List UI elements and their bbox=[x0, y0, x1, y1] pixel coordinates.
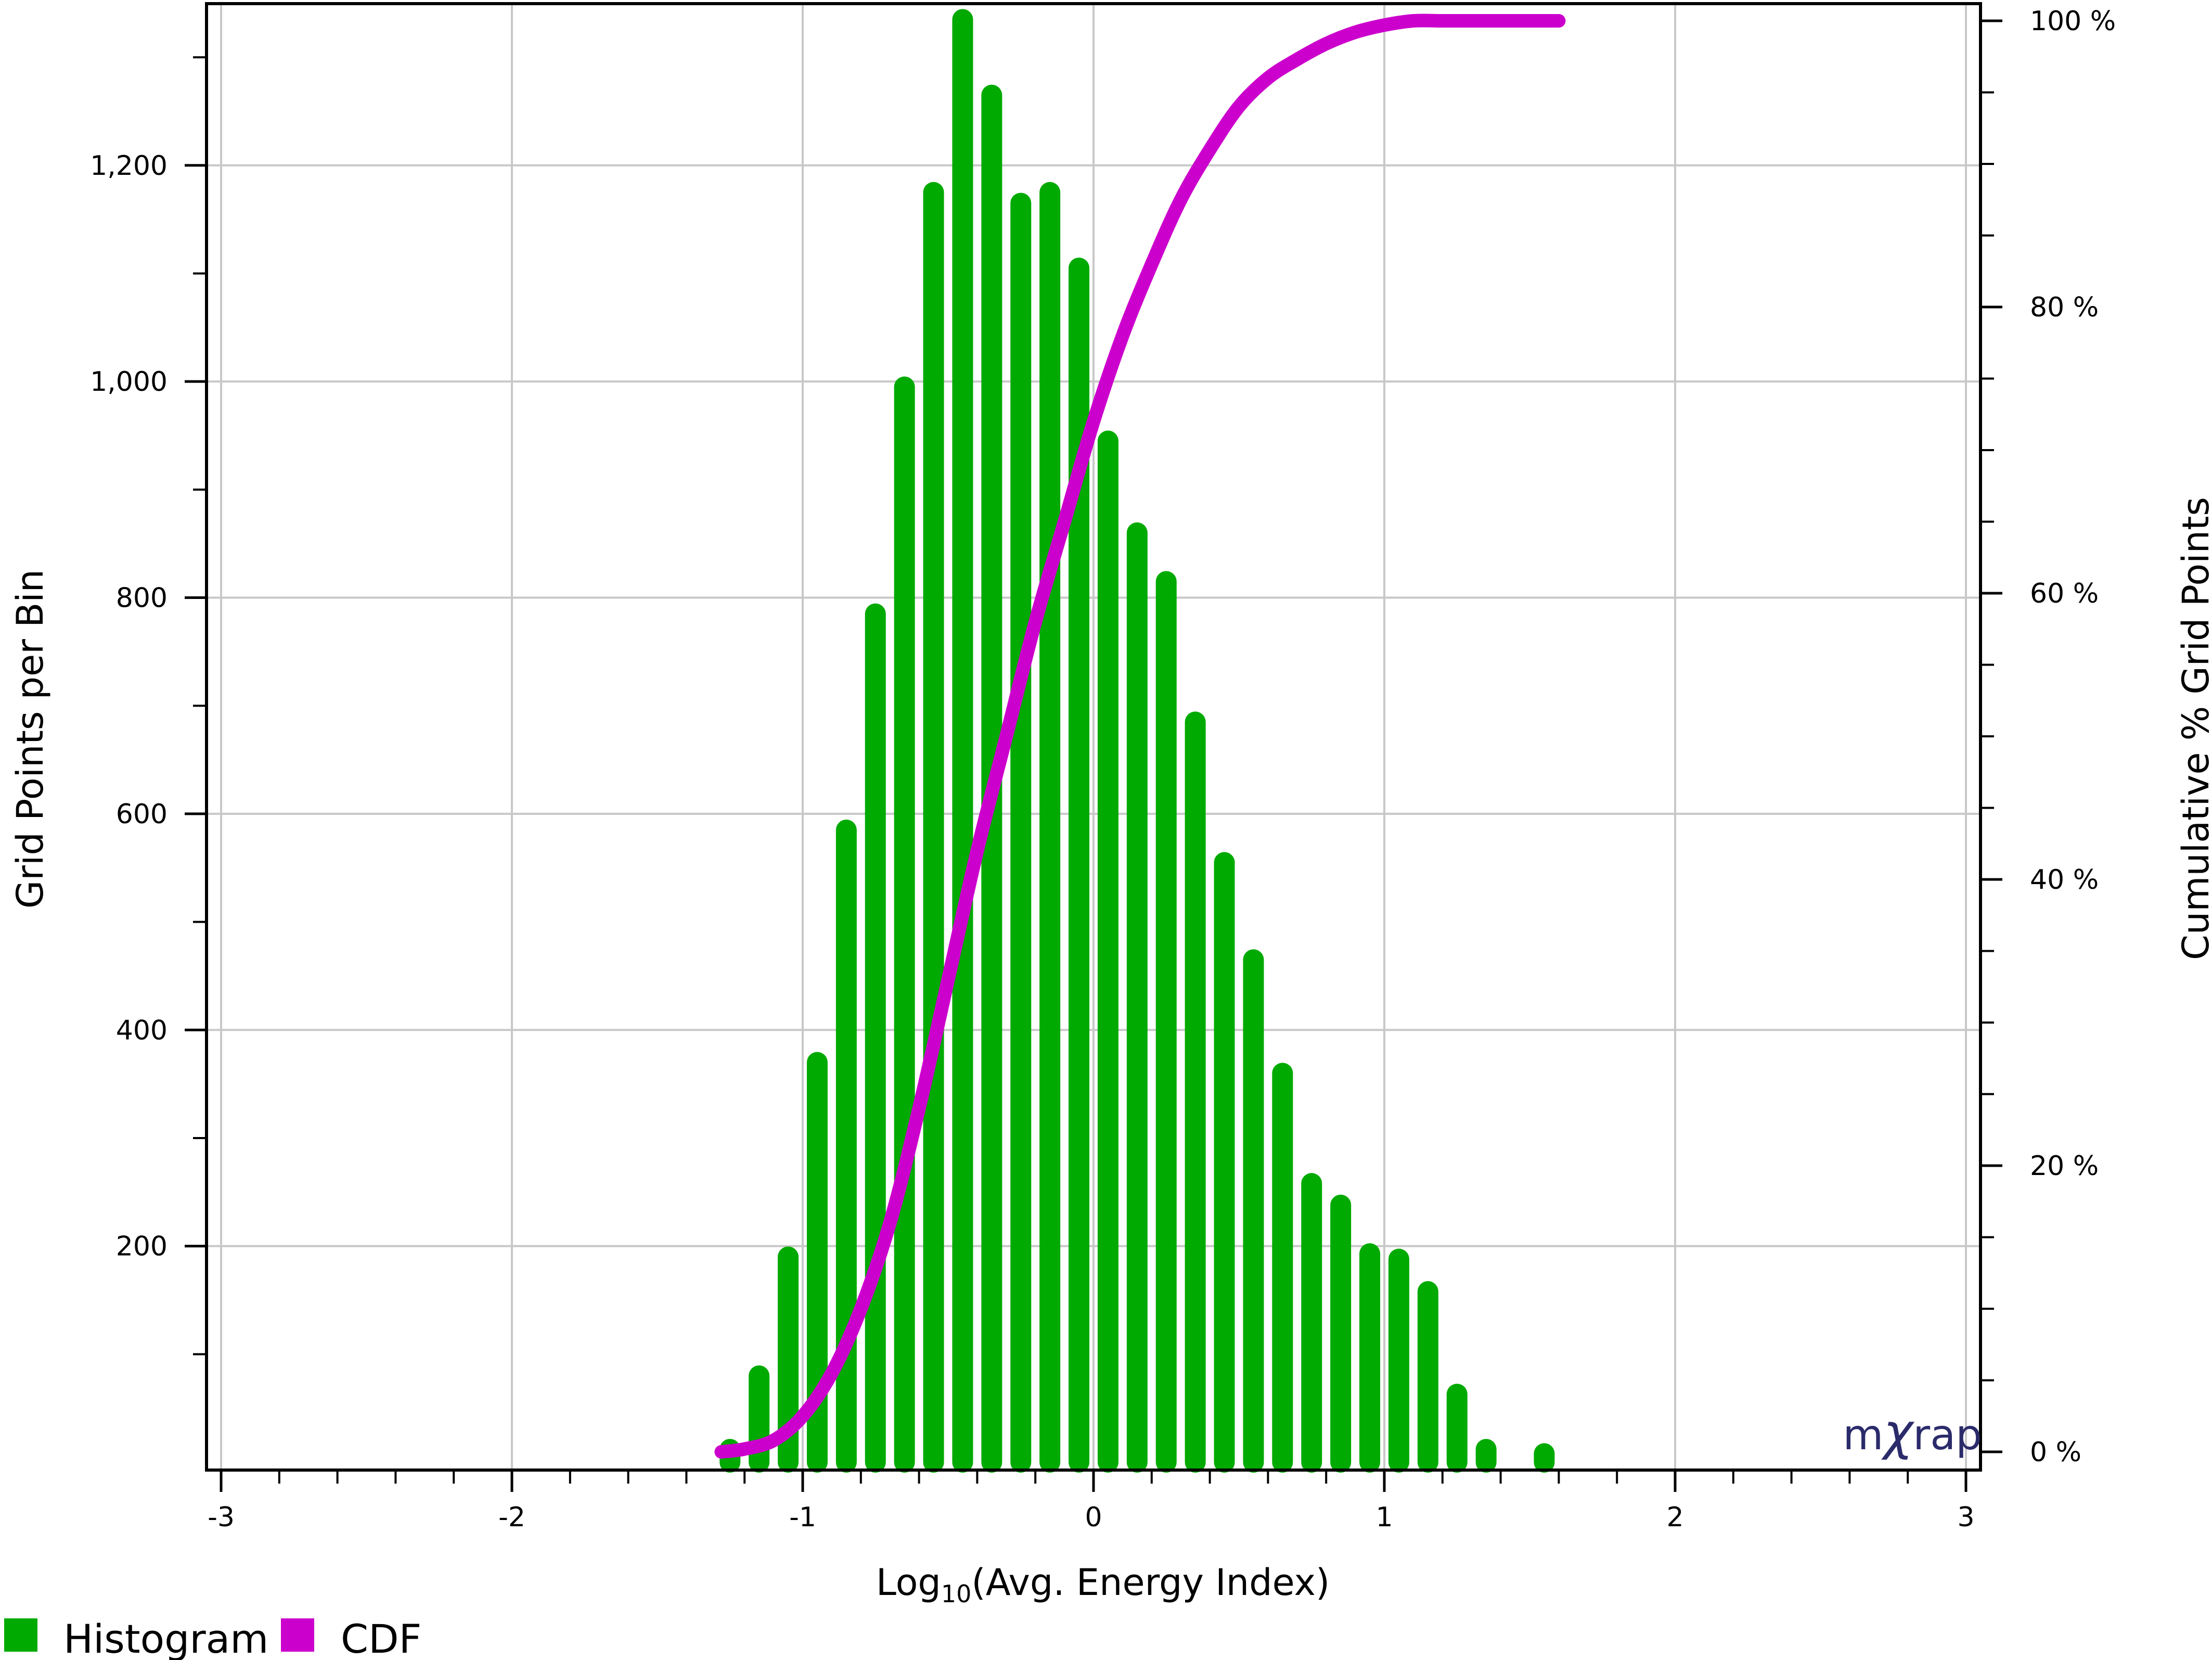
y-right-tick-label: 40 % bbox=[2030, 864, 2099, 896]
legend-item-cdf: CDF bbox=[281, 1616, 421, 1660]
legend-swatch-histogram bbox=[4, 1618, 37, 1652]
x-axis-title-main: Log bbox=[876, 1561, 941, 1604]
x-tick-label: 2 bbox=[1666, 1502, 1683, 1533]
y-left-tick-label: 1,000 bbox=[90, 366, 168, 398]
y-left-tick-label: 200 bbox=[116, 1231, 168, 1262]
svg-text:mχrap: mχrap bbox=[1843, 1403, 1982, 1461]
y-left-tick-label: 400 bbox=[116, 1015, 168, 1046]
x-tick-label: -2 bbox=[498, 1502, 525, 1533]
watermark-rap: rap bbox=[1913, 1411, 1982, 1459]
y-axis-left-title: Grid Points per Bin bbox=[9, 569, 52, 909]
y-right-tick-label: 80 % bbox=[2030, 292, 2099, 323]
x-tick-label: -3 bbox=[208, 1502, 235, 1533]
legend-item-histogram: Histogram bbox=[4, 1616, 268, 1660]
y-axis-right-title: Cumulative % Grid Points bbox=[2175, 497, 2212, 960]
x-tick-label: 0 bbox=[1085, 1502, 1102, 1533]
x-tick-label: -1 bbox=[789, 1502, 816, 1533]
y-right-tick-label: 0 % bbox=[2030, 1437, 2081, 1468]
legend: Histogram CDF bbox=[4, 1616, 421, 1660]
watermark-chi: χ bbox=[1881, 1403, 1914, 1461]
x-tick-label: 1 bbox=[1375, 1502, 1393, 1533]
y-left-tick-label: 800 bbox=[116, 583, 168, 614]
grid bbox=[207, 4, 1980, 1470]
y-axis-left: 200 400 600 800 1,000 1,200 bbox=[90, 56, 207, 1356]
y-left-tick-label: 600 bbox=[116, 799, 168, 830]
x-axis-title: Log10(Avg. Energy Index) bbox=[876, 1561, 1330, 1608]
mxrap-watermark: mχrap bbox=[1843, 1403, 1982, 1461]
x-tick-label: 3 bbox=[1957, 1502, 1974, 1533]
y-left-tick-label: 1,200 bbox=[90, 150, 168, 182]
y-right-tick-label: 20 % bbox=[2030, 1151, 2099, 1182]
x-axis-title-subscript: 10 bbox=[941, 1580, 972, 1608]
legend-label-histogram: Histogram bbox=[63, 1616, 268, 1660]
x-axis-title-rest: (Avg. Energy Index) bbox=[971, 1561, 1330, 1604]
legend-swatch-cdf bbox=[281, 1618, 314, 1652]
cdf-line-group bbox=[714, 14, 1566, 1459]
legend-label-cdf: CDF bbox=[341, 1616, 421, 1660]
cdf-line bbox=[714, 14, 1566, 1459]
watermark-m: m bbox=[1843, 1411, 1884, 1459]
x-axis: -3 -2 -1 0 1 2 3 bbox=[208, 1470, 1975, 1533]
y-right-tick-label: 100 % bbox=[2030, 6, 2116, 37]
y-right-tick-label: 60 % bbox=[2030, 578, 2099, 609]
y-axis-right: 0 % 20 % 40 % 60 % 80 % 100 % bbox=[1980, 6, 2116, 1468]
